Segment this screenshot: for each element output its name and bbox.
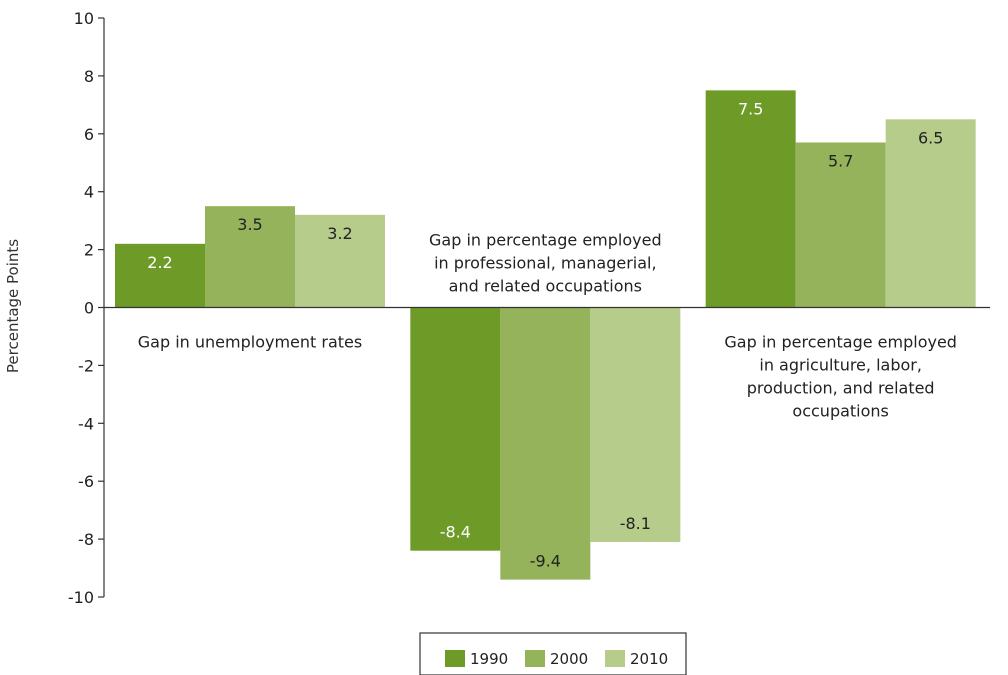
data-label: -8.4: [440, 523, 471, 542]
data-label: 3.5: [237, 215, 262, 234]
bar-2000: [205, 206, 295, 308]
category-label-line: in agriculture, labor,: [759, 356, 922, 375]
legend-label: 1990: [470, 650, 508, 668]
y-tick-label: -6: [78, 472, 94, 491]
bar-1990: [410, 307, 501, 551]
data-label: 2.2: [147, 253, 172, 272]
y-tick-label: -4: [78, 414, 94, 433]
data-label: 3.2: [327, 224, 352, 243]
bar-1990: [705, 90, 796, 308]
y-axis-label: Percentage Points: [4, 239, 22, 373]
category-label-line: Gap in percentage employed: [724, 333, 957, 352]
data-label: -9.4: [530, 552, 561, 571]
legend-label: 2010: [630, 650, 668, 668]
category-label: Gap in unemployment rates: [138, 333, 362, 352]
category-label-line: occupations: [792, 402, 888, 421]
category-label: Gap in percentage employed in agriculture…: [724, 333, 957, 421]
category-label: Gap in percentage employed in professiona…: [429, 231, 662, 296]
bar-2000: [500, 307, 591, 580]
legend-label: 2000: [550, 650, 588, 668]
category-labels: Gap in unemployment rates Gap in percenta…: [138, 231, 957, 421]
data-label: 6.5: [918, 128, 943, 147]
data-label: 5.7: [828, 151, 853, 170]
y-tick-label: 2: [84, 241, 94, 260]
category-label-line: Gap in unemployment rates: [138, 333, 362, 352]
bar-2000: [795, 142, 886, 308]
category-label-line: in professional, managerial,: [434, 254, 656, 273]
y-tick-label: 8: [84, 67, 94, 86]
category-label-line: production, and related: [747, 379, 935, 398]
y-tick-label: 4: [84, 183, 94, 202]
category-label-line: and related occupations: [449, 277, 642, 296]
y-tick-label: 10: [74, 9, 94, 28]
bar-2010: [295, 214, 385, 308]
bar-2010: [590, 307, 681, 542]
bar-1990: [115, 243, 205, 308]
category-label-line: Gap in percentage employed: [429, 231, 662, 250]
bar-groups: 2.2 3.5 3.2 -8.4 -9.4 -8.1 7.5 5.7 6.5: [104, 90, 990, 580]
y-tick-label: -2: [78, 356, 94, 375]
legend-swatch-2000: [525, 650, 545, 667]
legend: 1990 2000 2010: [419, 632, 687, 675]
y-tick-label: 6: [84, 125, 94, 144]
y-tick-label: -10: [68, 588, 94, 607]
y-tick-label: 0: [84, 299, 94, 318]
data-label: 7.5: [738, 99, 763, 118]
legend-swatch-1990: [445, 650, 465, 667]
y-tick-label: -8: [78, 530, 94, 549]
y-axis: 10 8 6 4 2 0 -2 -4 -6 -8 -10: [68, 9, 105, 607]
data-label: -8.1: [620, 514, 651, 533]
legend-swatch-2010: [605, 650, 625, 667]
bar-2010: [885, 119, 976, 308]
